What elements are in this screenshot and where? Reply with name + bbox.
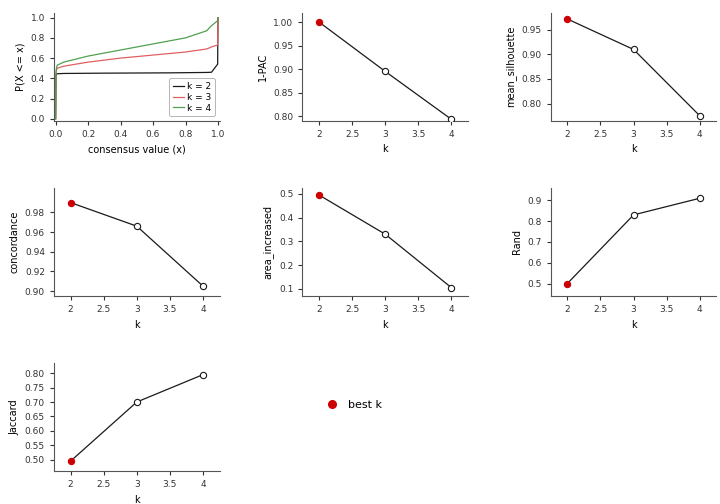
Y-axis label: concordance: concordance bbox=[9, 211, 19, 273]
X-axis label: k: k bbox=[134, 495, 140, 504]
X-axis label: k: k bbox=[382, 144, 388, 154]
X-axis label: k: k bbox=[631, 320, 636, 330]
Y-axis label: Rand: Rand bbox=[512, 229, 522, 255]
X-axis label: k: k bbox=[134, 320, 140, 330]
Legend: best k: best k bbox=[316, 396, 387, 415]
X-axis label: k: k bbox=[382, 320, 388, 330]
Legend: k = 2, k = 3, k = 4: k = 2, k = 3, k = 4 bbox=[169, 79, 215, 116]
Y-axis label: mean_silhouette: mean_silhouette bbox=[505, 26, 516, 107]
X-axis label: consensus value (x): consensus value (x) bbox=[88, 144, 186, 154]
Y-axis label: Jaccard: Jaccard bbox=[9, 399, 19, 435]
X-axis label: k: k bbox=[631, 144, 636, 154]
Y-axis label: 1-PAC: 1-PAC bbox=[258, 52, 268, 81]
Y-axis label: P(X <= x): P(X <= x) bbox=[15, 42, 25, 91]
Y-axis label: area_increased: area_increased bbox=[263, 205, 274, 279]
